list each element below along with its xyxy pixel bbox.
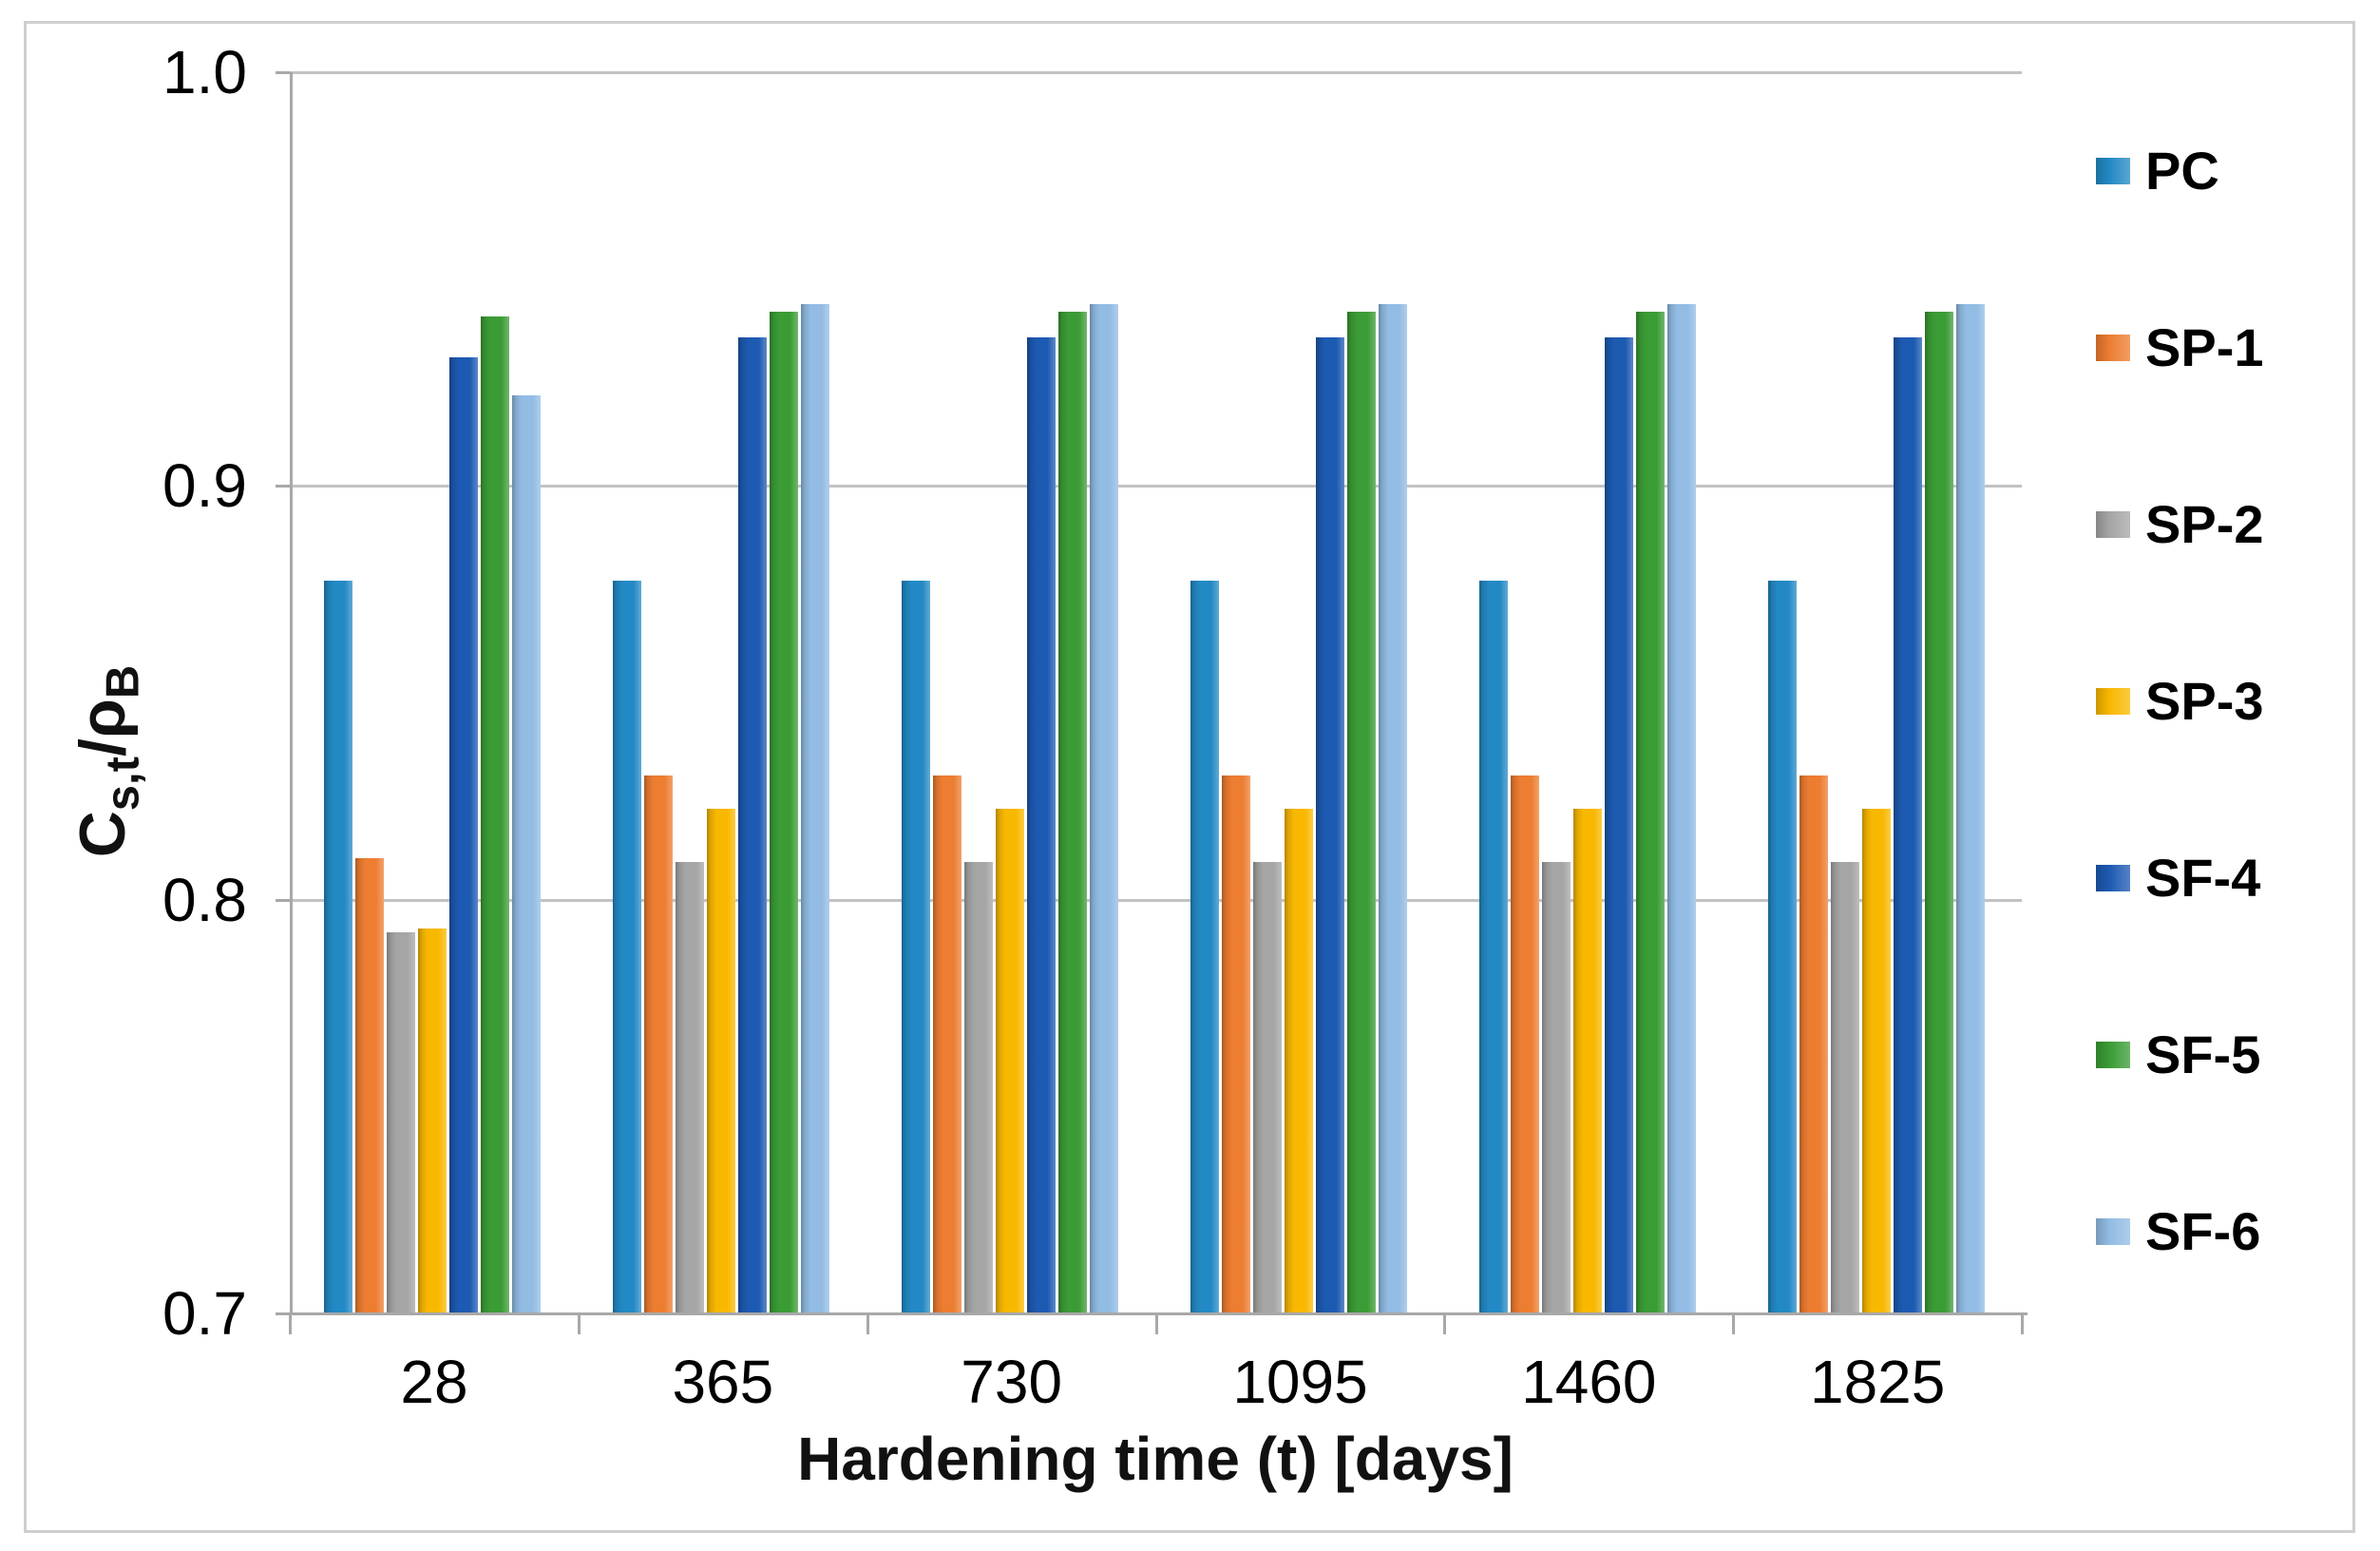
y-axis-title-part: C [67, 811, 139, 858]
gridline [290, 898, 2022, 902]
x-tick-label: 1825 [1809, 1348, 1946, 1416]
bar-SF-4-730 [1027, 336, 1057, 1313]
y-tick-label: 1.0 [162, 38, 247, 106]
bar-SF-4-365 [738, 336, 768, 1313]
bar-SF-6-365 [801, 303, 830, 1313]
x-tick-label: 730 [961, 1348, 1063, 1416]
bar-SF-6-1095 [1378, 303, 1407, 1313]
bar-PC-365 [613, 581, 642, 1313]
x-tick-label: 1460 [1521, 1348, 1657, 1416]
bar-SP-3-28 [418, 929, 447, 1313]
legend-item-SF-4: SF-4 [2096, 850, 2260, 907]
bar-SP-3-730 [996, 808, 1025, 1313]
bar-SF-5-28 [481, 316, 510, 1313]
legend-item-SF-5: SF-5 [2096, 1026, 2260, 1083]
y-axis-tick [276, 1312, 290, 1315]
legend-swatch-icon [2096, 865, 2130, 891]
x-tick-label: 28 [400, 1348, 468, 1416]
legend-label: SP-1 [2145, 317, 2264, 377]
bar-SF-5-1825 [1924, 312, 1953, 1313]
bar-SF-4-28 [449, 357, 479, 1313]
x-tick-label: 365 [672, 1348, 774, 1416]
bar-SP-2-28 [387, 932, 416, 1313]
legend-item-SP-3: SP-3 [2096, 673, 2264, 730]
bar-SF-5-1095 [1346, 312, 1376, 1313]
bar-SF-5-1460 [1635, 312, 1665, 1313]
legend-label: SP-2 [2145, 494, 2264, 554]
bar-SP-2-1095 [1252, 862, 1282, 1313]
y-axis-title-part: /ρ [67, 699, 139, 757]
y-axis-tick [276, 898, 290, 902]
bar-SF-6-1460 [1666, 303, 1696, 1313]
x-axis-tick [1154, 1313, 1158, 1334]
bar-SP-3-1460 [1572, 808, 1602, 1313]
y-axis-tick [276, 71, 290, 74]
bar-SP-2-1825 [1830, 862, 1859, 1313]
y-axis-tick [276, 485, 290, 488]
y-axis-title-part: s,t [97, 756, 149, 812]
x-tick-label: 1095 [1232, 1348, 1368, 1416]
bar-SP-1-730 [933, 776, 962, 1313]
legend-label: SP-3 [2145, 671, 2264, 731]
bar-SF-6-730 [1090, 303, 1119, 1313]
gridline [290, 485, 2022, 488]
x-axis-title: Hardening time (t) [days] [797, 1425, 1514, 1493]
legend-swatch-icon [2096, 511, 2130, 538]
bar-SF-5-730 [1058, 312, 1088, 1313]
bar-SP-3-1825 [1861, 808, 1891, 1313]
bar-SF-4-1460 [1604, 336, 1633, 1313]
legend-label: SF-5 [2145, 1024, 2261, 1084]
bar-SF-4-1825 [1893, 336, 1922, 1313]
figure-border [24, 21, 2355, 1533]
bar-SP-2-365 [676, 862, 705, 1313]
bar-SP-1-1825 [1799, 776, 1828, 1313]
x-axis-tick [1443, 1313, 1447, 1334]
legend-item-SF-6: SF-6 [2096, 1203, 2260, 1260]
x-axis-tick [2021, 1313, 2024, 1334]
legend-item-SP-1: SP-1 [2096, 319, 2264, 376]
x-axis-tick [866, 1313, 869, 1334]
bar-SP-1-1095 [1221, 776, 1250, 1313]
legend: PC SP-1 SP-2 SP-3 SF-4 SF-5 SF-6 [2096, 0, 2371, 1551]
y-tick-label: 0.8 [162, 865, 247, 934]
legend-swatch-icon [2096, 1218, 2130, 1245]
legend-label: PC [2145, 141, 2219, 201]
bar-SP-3-1095 [1284, 808, 1313, 1313]
bar-SP-1-28 [355, 858, 385, 1313]
legend-label: SF-4 [2145, 848, 2261, 908]
x-axis-line [290, 1312, 2028, 1315]
bar-SP-1-1460 [1510, 776, 1539, 1313]
y-axis-title-part: B [97, 664, 149, 699]
bar-SF-5-365 [770, 312, 799, 1313]
y-tick-label: 0.7 [162, 1279, 247, 1348]
bar-PC-1825 [1767, 581, 1797, 1313]
legend-label: SF-6 [2145, 1201, 2261, 1261]
bar-SP-3-365 [707, 808, 736, 1313]
legend-swatch-icon [2096, 158, 2130, 184]
x-axis-tick [289, 1313, 292, 1334]
bar-SP-2-1460 [1541, 862, 1571, 1313]
bar-PC-28 [324, 581, 353, 1313]
legend-swatch-icon [2096, 335, 2130, 361]
x-axis-tick [1732, 1313, 1736, 1334]
bar-SF-6-28 [512, 394, 542, 1313]
legend-swatch-icon [2096, 688, 2130, 715]
bar-PC-730 [902, 581, 931, 1313]
bar-SP-1-365 [644, 776, 674, 1313]
x-axis-tick [577, 1313, 581, 1334]
y-axis-title: Cs,t/ρB [66, 381, 149, 1141]
bar-SF-4-1095 [1315, 336, 1344, 1313]
y-axis-line [290, 72, 293, 1313]
legend-item-PC: PC [2096, 143, 2219, 200]
legend-item-SP-2: SP-2 [2096, 496, 2264, 553]
bar-PC-1460 [1478, 581, 1508, 1313]
legend-swatch-icon [2096, 1042, 2130, 1068]
bar-SP-2-730 [964, 862, 994, 1313]
bar-PC-1095 [1190, 581, 1219, 1313]
y-tick-label: 0.9 [162, 451, 247, 521]
bar-SF-6-1825 [1955, 303, 1985, 1313]
gridline [290, 71, 2022, 74]
